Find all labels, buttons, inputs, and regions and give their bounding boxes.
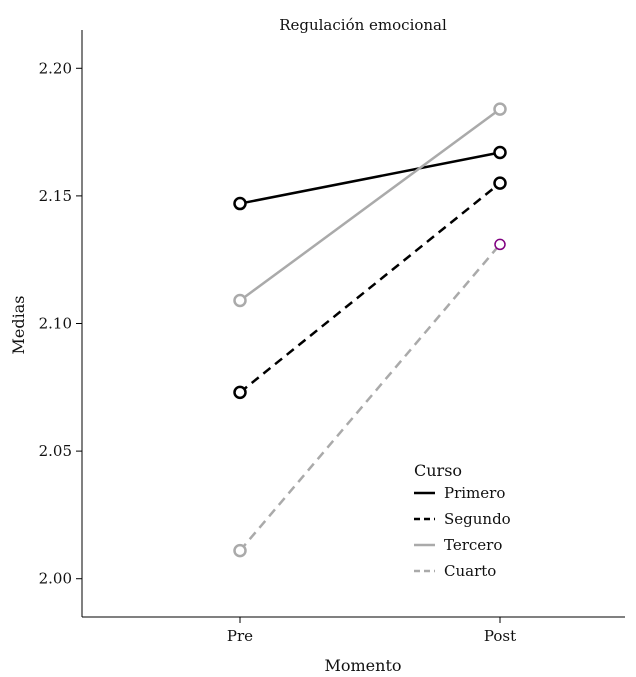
series-line-primero — [239, 151, 501, 205]
x-tick-label: Pre — [227, 627, 253, 645]
y-tick-label: 2.20 — [39, 59, 72, 77]
chart-title: Regulación emocional — [279, 16, 447, 34]
point-primero-pre — [233, 196, 247, 211]
point-cuarto-post — [494, 238, 506, 251]
series-line-tercero — [239, 108, 501, 302]
x-axis-label: Momento — [324, 656, 401, 675]
axes — [81, 30, 625, 618]
legend-label-segundo: Segundo — [444, 510, 511, 528]
series-line-cuarto — [239, 243, 501, 552]
y-axis-label: Medias — [9, 296, 28, 355]
y-ticks: 2.00 2.05 2.10 2.15 2.20 — [39, 59, 82, 588]
point-tercero-pre — [233, 293, 247, 308]
x-tick-label: Post — [484, 627, 516, 645]
y-tick-label: 2.05 — [39, 442, 72, 460]
point-primero-post — [493, 145, 507, 160]
series-line-segundo — [239, 182, 501, 394]
legend-label-tercero: Tercero — [444, 536, 502, 554]
y-tick-label: 2.10 — [39, 315, 72, 333]
y-tick-label: 2.15 — [39, 187, 72, 205]
point-cuarto-pre — [233, 543, 247, 558]
point-segundo-pre — [233, 385, 247, 400]
legend: Curso Primero Segundo Tercero Cuarto — [414, 461, 511, 580]
legend-label-primero: Primero — [444, 484, 505, 502]
legend-title: Curso — [414, 461, 462, 480]
series-layer — [233, 102, 507, 558]
legend-label-cuarto: Cuarto — [444, 562, 496, 580]
point-segundo-post — [493, 176, 507, 190]
x-ticks: Pre Post — [227, 617, 516, 645]
point-tercero-post — [493, 102, 507, 116]
y-tick-label: 2.00 — [39, 570, 72, 588]
